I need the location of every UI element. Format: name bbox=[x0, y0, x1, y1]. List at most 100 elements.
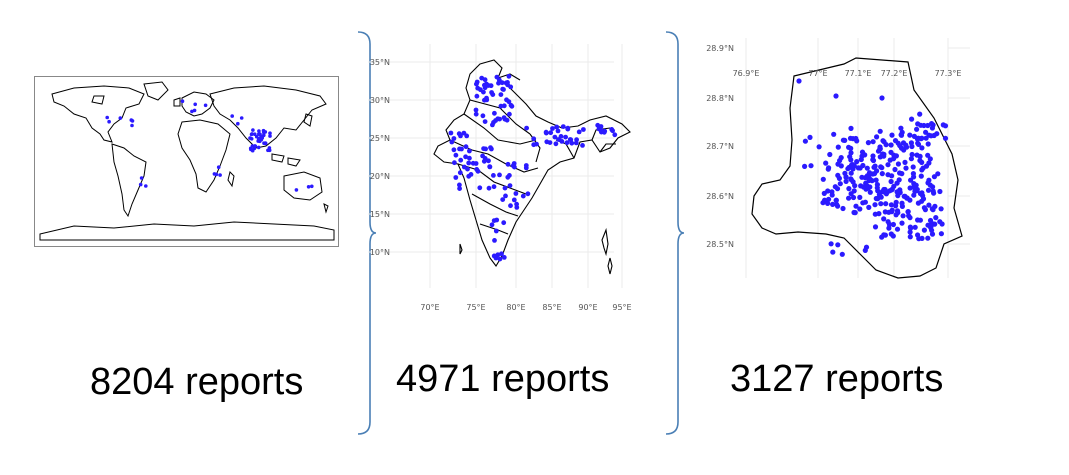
report-point bbox=[180, 99, 185, 103]
report-point bbox=[256, 145, 261, 150]
report-point bbox=[878, 164, 884, 170]
report-point bbox=[482, 77, 488, 83]
greenland-outline bbox=[143, 81, 169, 101]
report-point bbox=[933, 215, 939, 221]
report-point bbox=[496, 80, 501, 86]
report-point bbox=[938, 231, 944, 237]
report-point bbox=[500, 197, 506, 203]
report-point bbox=[130, 123, 134, 128]
south-america-outline bbox=[111, 143, 147, 218]
report-point bbox=[505, 161, 511, 167]
report-point bbox=[514, 201, 519, 207]
report-point bbox=[820, 200, 826, 206]
report-point bbox=[474, 81, 479, 87]
report-point bbox=[852, 210, 858, 216]
report-point bbox=[894, 189, 900, 195]
y-tick-label: 28.9°N bbox=[706, 44, 734, 53]
report-point bbox=[493, 228, 499, 234]
report-point bbox=[218, 173, 222, 177]
x-tick-label: 90°E bbox=[578, 303, 597, 312]
report-point bbox=[268, 131, 272, 135]
report-point bbox=[899, 200, 905, 206]
report-point bbox=[463, 144, 469, 150]
report-point bbox=[262, 133, 266, 137]
report-point bbox=[848, 191, 854, 197]
report-point bbox=[482, 119, 488, 124]
report-point bbox=[850, 162, 856, 168]
report-point bbox=[900, 140, 907, 146]
report-point bbox=[831, 131, 837, 137]
report-point bbox=[525, 191, 531, 197]
report-point bbox=[260, 136, 265, 140]
report-point bbox=[492, 110, 497, 116]
report-point bbox=[480, 153, 485, 159]
asia-outline bbox=[209, 85, 327, 149]
report-point bbox=[915, 232, 921, 238]
report-point bbox=[907, 197, 913, 203]
report-point bbox=[871, 164, 877, 170]
report-point bbox=[942, 135, 949, 141]
report-point bbox=[914, 126, 920, 132]
report-point bbox=[457, 170, 463, 176]
report-point bbox=[915, 217, 921, 223]
report-point bbox=[554, 124, 560, 130]
report-point bbox=[263, 141, 268, 145]
report-point bbox=[820, 176, 826, 182]
report-point bbox=[294, 188, 299, 192]
report-point bbox=[838, 163, 844, 169]
report-point bbox=[105, 115, 109, 120]
report-point bbox=[263, 130, 268, 134]
report-point bbox=[848, 176, 854, 182]
report-point bbox=[491, 173, 496, 178]
report-point bbox=[565, 126, 571, 132]
report-point bbox=[848, 150, 854, 156]
australia-outline bbox=[283, 171, 323, 201]
report-point bbox=[855, 165, 861, 171]
report-point bbox=[451, 136, 457, 141]
report-point bbox=[249, 147, 253, 152]
report-point bbox=[463, 154, 468, 160]
report-point bbox=[872, 211, 878, 217]
report-point bbox=[452, 160, 457, 166]
report-point bbox=[911, 192, 917, 198]
report-point bbox=[903, 165, 909, 171]
report-point bbox=[907, 229, 913, 235]
report-point bbox=[877, 128, 883, 134]
report-point bbox=[910, 164, 916, 170]
report-point bbox=[896, 177, 902, 183]
report-point bbox=[250, 132, 254, 136]
report-point bbox=[857, 194, 863, 200]
report-point bbox=[553, 141, 559, 147]
report-point bbox=[879, 95, 885, 101]
report-point bbox=[873, 195, 879, 202]
report-point bbox=[906, 213, 912, 219]
bracket-india-to-delhi bbox=[665, 31, 685, 435]
y-tick-label: 10°N bbox=[370, 248, 390, 257]
report-point bbox=[870, 153, 876, 159]
report-point bbox=[473, 107, 479, 113]
report-point bbox=[877, 146, 883, 152]
report-point bbox=[453, 175, 459, 180]
delhi-outline bbox=[751, 57, 963, 279]
report-point bbox=[847, 154, 853, 160]
report-point bbox=[918, 136, 924, 142]
report-point bbox=[888, 202, 894, 208]
x-tick-label: 76.9°E bbox=[733, 69, 760, 78]
report-point bbox=[864, 165, 870, 171]
report-point bbox=[491, 253, 497, 259]
report-point bbox=[501, 87, 506, 92]
india-y-axis-labels: 35°N 30°N 25°N 20°N 15°N 10°N bbox=[370, 58, 390, 257]
report-point bbox=[925, 152, 931, 158]
report-point bbox=[543, 129, 549, 135]
report-point bbox=[193, 102, 197, 107]
report-point bbox=[560, 124, 566, 129]
report-point bbox=[925, 122, 931, 129]
report-point bbox=[867, 189, 873, 195]
report-point bbox=[925, 141, 931, 147]
report-point bbox=[848, 125, 854, 131]
report-point bbox=[467, 148, 472, 154]
report-point bbox=[144, 184, 148, 188]
report-point bbox=[498, 92, 504, 97]
y-tick-label: 28.6°N bbox=[706, 192, 734, 201]
report-point bbox=[839, 251, 845, 257]
